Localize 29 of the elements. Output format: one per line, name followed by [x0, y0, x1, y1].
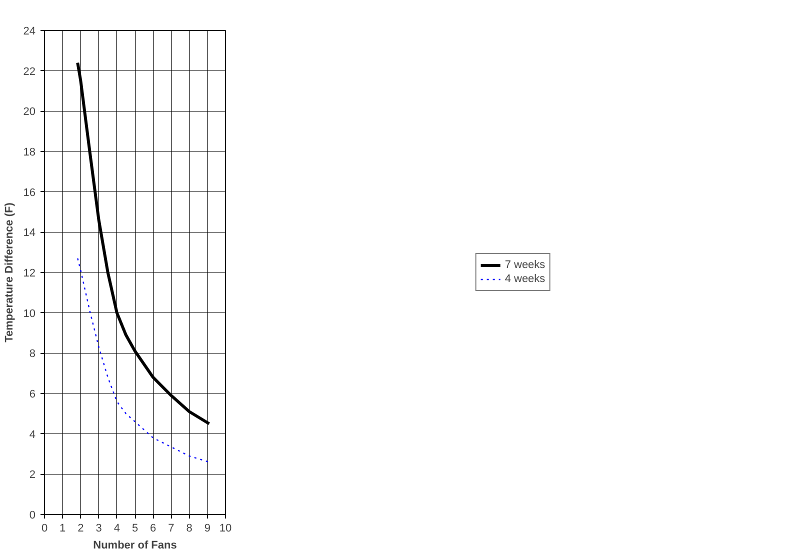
- x-tick-label: 5: [132, 522, 138, 534]
- x-tick-label: 4: [114, 522, 120, 534]
- x-tick-label: 6: [150, 522, 156, 534]
- y-tick-label: 10: [23, 308, 36, 320]
- y-tick-label: 0: [29, 510, 36, 522]
- x-tick-label: 2: [78, 522, 84, 534]
- y-tick-label: 4: [29, 428, 36, 441]
- x-tick-label: 7: [168, 522, 174, 534]
- y-tick-label: 20: [23, 106, 36, 118]
- x-tick-label: 8: [186, 522, 192, 534]
- line-series: [77, 258, 210, 463]
- x-tick-label: 3: [96, 522, 102, 534]
- x-tick-label: 0: [41, 522, 48, 534]
- y-tick-label: 16: [23, 186, 36, 199]
- y-tick-label: 2: [29, 469, 36, 482]
- y-tick-label: 14: [23, 227, 36, 240]
- y-tick-label: 24: [23, 26, 36, 38]
- x-axis-title: Number of Fans: [93, 540, 177, 552]
- x-tick-label: 1: [60, 522, 66, 534]
- legend-label: 7 weeks: [504, 258, 546, 272]
- legend-label: 4 weeks: [504, 272, 546, 286]
- y-tick-label: 8: [29, 348, 36, 360]
- y-tick-label: 12: [23, 268, 36, 280]
- y-tick-label: 22: [23, 66, 36, 78]
- x-tick-label: 10: [219, 522, 232, 534]
- y-tick-label: 18: [23, 146, 36, 158]
- y-tick-label: 6: [29, 388, 36, 400]
- x-tick-label: 9: [204, 522, 210, 534]
- y-axis-title: Temperature Difference (F): [3, 202, 16, 342]
